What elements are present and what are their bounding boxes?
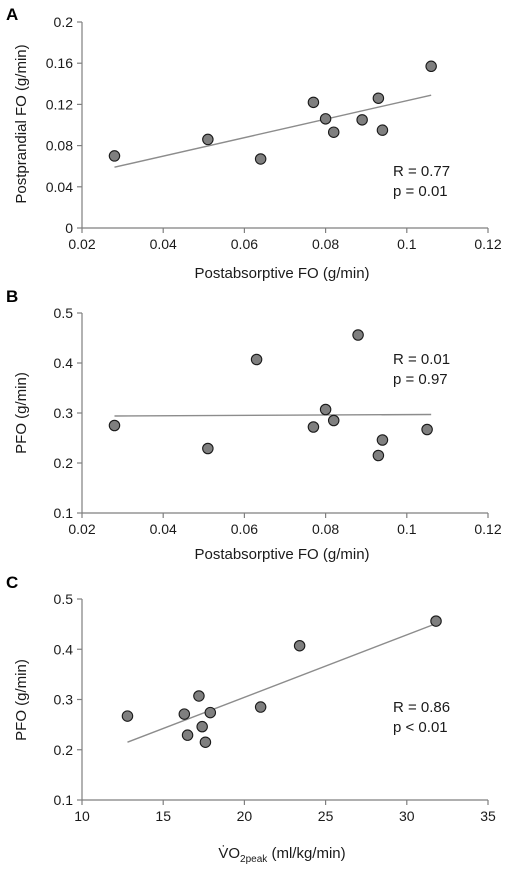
panel-b-y-tick-label: 0.5 <box>54 305 74 321</box>
panel-b-data-point <box>250 353 263 366</box>
panel-a-y-tick-label: 0.16 <box>46 55 73 71</box>
panel-b-data-point <box>372 449 385 462</box>
panel-a-plot-area: 0 0.04 0.08 0.12 0.16 0.2 0.02 0.04 0.06 0.08 0.1 0… <box>46 14 502 252</box>
panel-c-x-tick-label: 15 <box>155 808 171 824</box>
panel-b-x-tick-label: 0.04 <box>150 521 177 537</box>
panel-b-trendline <box>114 413 432 417</box>
panel-c-y-axis-label: PFO (g/min) <box>13 659 30 741</box>
panel-a-r-value: R = 0.77 <box>393 163 450 180</box>
panel-b-plot-area: 0.1 0.2 0.3 0.4 0.5 0.02 0.04 0.06 0.08 0.1 0.12 <box>54 305 502 537</box>
panel-b-scatter-chart: B 0.1 0.2 0.3 0.4 0.5 0.02 0.04 0.06 0.08 0.1 0.12… <box>6 287 502 563</box>
panel-c-data-point <box>193 690 205 702</box>
panel-c-x-label-subscript: 2peak <box>240 854 268 865</box>
panel-c-data-point <box>196 720 208 733</box>
panel-b-x-tick-label: 0.12 <box>474 521 501 537</box>
panel-a-y-tick-label: 0.2 <box>54 14 74 30</box>
panel-b-y-tick-label: 0.4 <box>54 355 74 371</box>
panel-b-data-point <box>307 421 320 433</box>
panel-a-y-tick-label: 0 <box>65 220 73 236</box>
panel-b-r-value: R = 0.01 <box>393 351 450 368</box>
panel-c-data-point <box>254 701 267 713</box>
panel-a-trendline <box>114 94 432 168</box>
panel-a-x-tick-label: 0.04 <box>150 236 177 252</box>
panel-c-data-point <box>178 708 191 720</box>
panel-c-r-value: R = 0.86 <box>393 699 450 716</box>
panel-b-data-point <box>202 442 214 455</box>
panel-a-y-axis-label: Postprandial FO (g/min) <box>13 44 30 203</box>
panel-c-y-tick-label: 0.1 <box>54 792 74 808</box>
panel-b-x-tick-label: 0.08 <box>312 521 339 537</box>
panel-c-y-tick-label: 0.3 <box>54 692 74 708</box>
panel-c-data-point <box>293 639 306 652</box>
panel-b-y-tick-label: 0.1 <box>54 505 74 521</box>
panel-b-y-tick-label: 0.3 <box>54 405 74 421</box>
panel-a-x-tick-label: 0.12 <box>474 236 501 252</box>
panel-b-data-point <box>352 329 364 341</box>
panel-a-x-tick-label: 0.06 <box>231 236 258 252</box>
panel-a-y-tick-label: 0.08 <box>46 138 73 154</box>
panel-c-data-point <box>181 729 194 741</box>
panel-c-x-tick-label: 10 <box>74 808 90 824</box>
panel-c-trendline <box>127 622 437 743</box>
panel-c-x-axis-label: V̇O2peak (ml/kg/min) <box>218 845 345 865</box>
panel-c-scatter-chart: C 0.1 0.2 0.3 0.4 0.5 10 15 20 25 30 35 V̇O2peak (… <box>6 573 496 865</box>
panel-b-y-tick-label: 0.2 <box>54 455 74 471</box>
panel-a-data-point <box>307 96 320 109</box>
panel-a-data-point <box>327 126 340 138</box>
panel-a-y-tick-label: 0.12 <box>46 96 73 112</box>
panel-b-p-value: p = 0.97 <box>393 371 448 388</box>
panel-a-p-value: p = 0.01 <box>393 183 448 200</box>
panel-a-data-point <box>254 153 267 165</box>
panel-b-letter: B <box>6 287 18 306</box>
panel-c-data-point <box>430 615 442 627</box>
panel-b-data-point <box>319 403 332 416</box>
panel-b-x-tick-label: 0.02 <box>68 521 95 537</box>
panel-c-y-tick-label: 0.2 <box>54 742 74 758</box>
panel-c-x-tick-label: 30 <box>399 808 415 824</box>
panel-a-x-axis-label: Postabsorptive FO (g/min) <box>194 265 369 282</box>
panel-c-x-tick-label: 20 <box>237 808 253 824</box>
panel-a-data-point <box>108 150 121 162</box>
panel-b-x-tick-label: 0.06 <box>231 521 258 537</box>
panel-c-y-tick-label: 0.4 <box>54 641 74 657</box>
panel-a-data-point <box>376 124 389 136</box>
panel-c-letter: C <box>6 573 18 592</box>
panel-a-scatter-chart: A 0 0.04 0.08 0.12 0.16 0.2 0.02 0.04 0.06 0.08 0.… <box>6 5 502 282</box>
panel-c-p-value: p < 0.01 <box>393 719 448 736</box>
panel-c-x-tick-label: 35 <box>480 808 496 824</box>
panel-c-x-tick-label: 25 <box>318 808 334 824</box>
panel-c-data-point <box>121 710 134 722</box>
panel-c-x-label-units: (ml/kg/min) <box>267 845 345 862</box>
panel-b-x-axis-label: Postabsorptive FO (g/min) <box>194 546 369 563</box>
panel-c-data-point <box>204 706 217 719</box>
panel-b-y-axis-label: PFO (g/min) <box>13 372 30 454</box>
panel-a-data-point <box>319 113 332 125</box>
panel-a-x-tick-label: 0.1 <box>397 236 417 252</box>
panel-a-data-point <box>372 92 385 104</box>
panel-a-data-point <box>425 60 437 73</box>
panel-b-data-point <box>327 414 340 427</box>
panel-a-data-point <box>356 114 368 126</box>
panel-b-x-tick-label: 0.1 <box>397 521 417 537</box>
panel-a-x-tick-label: 0.08 <box>312 236 339 252</box>
panel-b-data-point <box>421 423 433 436</box>
panel-a-data-point <box>202 133 214 146</box>
panel-b-data-point <box>108 419 121 432</box>
panel-a-y-tick-label: 0.04 <box>46 179 73 195</box>
panel-a-x-tick-label: 0.02 <box>68 236 95 252</box>
panel-c-data-point <box>199 736 212 748</box>
panel-c-x-label-main: V̇O <box>218 845 240 862</box>
panel-c-y-tick-label: 0.5 <box>54 591 74 607</box>
panel-b-data-point <box>376 434 389 446</box>
panel-a-letter: A <box>6 5 18 24</box>
panel-c-plot-area: 0.1 0.2 0.3 0.4 0.5 10 15 20 25 30 35 <box>54 591 496 824</box>
